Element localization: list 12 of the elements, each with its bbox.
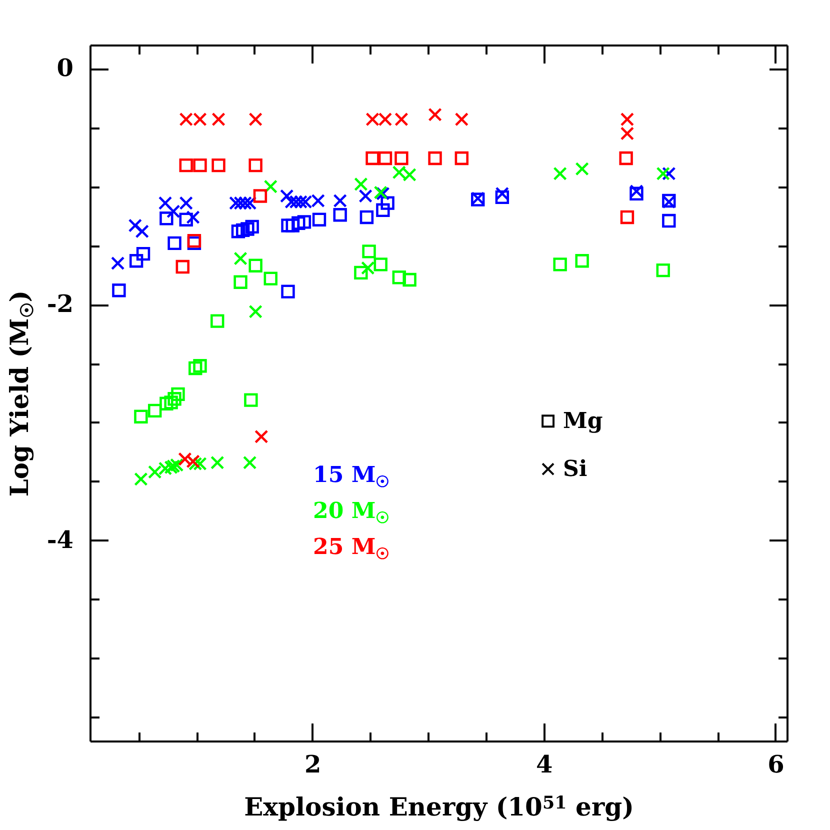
text: 15 M$_{☉}$ <box>313 462 389 491</box>
annotation: Si <box>563 456 588 482</box>
y-tick-label: -4 <box>46 524 74 554</box>
text: 25 M$_{☉}$ <box>313 534 389 563</box>
x-tick-label: 4 <box>536 750 553 778</box>
y-tick-label: -2 <box>46 289 74 318</box>
y-tick-label: 0 <box>56 53 74 82</box>
x-axis-title: Explosion Energy (10$^{51}$ erg) <box>244 792 634 822</box>
x-tick-label: 6 <box>768 750 784 778</box>
text: 20 M$_{☉}$ <box>313 498 389 527</box>
x-tick-label: 2 <box>304 750 322 778</box>
annotation: Mg <box>563 408 603 434</box>
